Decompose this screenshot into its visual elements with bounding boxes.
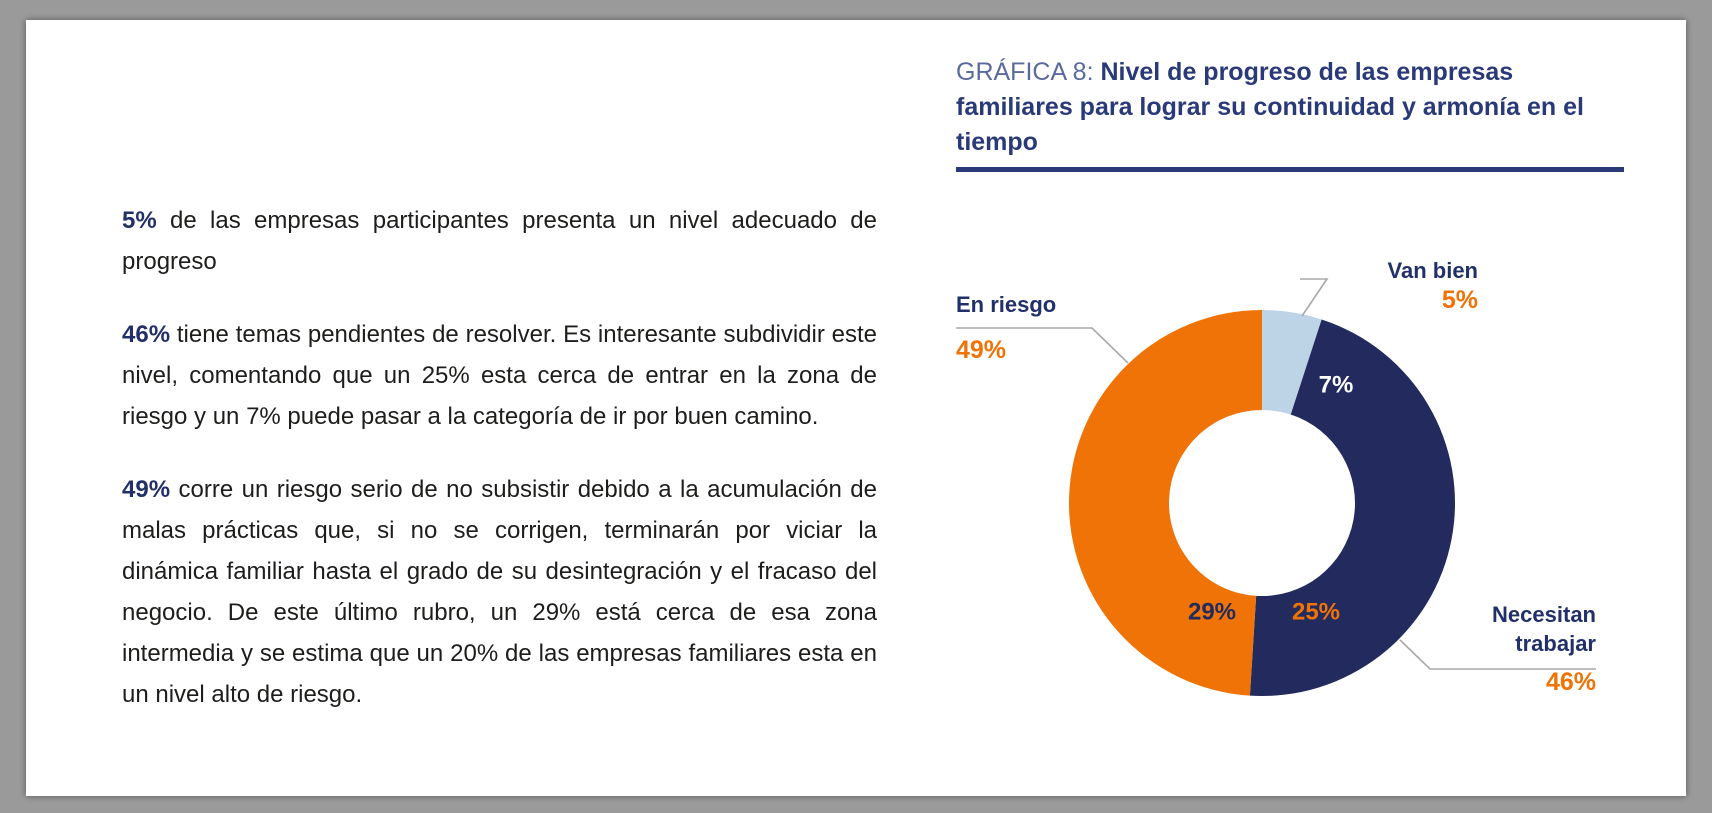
slice-value-0: 5% (1442, 286, 1478, 314)
slice-label-1: trabajar (1515, 631, 1596, 656)
slice-label-0: Van bien (1388, 258, 1478, 283)
paragraph-en-riesgo: 49% corre un riesgo serio de no subsisti… (122, 469, 877, 715)
chart-title-main: Nivel de progreso de las empresas famili… (956, 58, 1584, 156)
inner-label-0: 7% (1319, 371, 1354, 398)
chart-title-prefix: GRÁFICA 8: (956, 58, 1101, 86)
paragraph-text: tiene temas pendientes de resolver. Es i… (122, 321, 877, 430)
donut-slice-2 (1069, 310, 1262, 696)
donut-slice-1 (1249, 319, 1455, 696)
paragraph-text: corre un riesgo serio de no subsistir de… (122, 476, 877, 708)
paragraph-text: de las empresas participantes presenta u… (122, 207, 877, 275)
paragraph-lead: 46% (122, 321, 171, 348)
slice-value-2: 49% (956, 336, 1006, 364)
paragraph-lead: 5% (122, 207, 157, 234)
leader-line-2 (956, 327, 1129, 364)
leader-line-1 (1399, 639, 1596, 670)
chart-title: GRÁFICA 8: Nivel de progreso de las empr… (956, 55, 1626, 160)
donut-slice-0 (1262, 310, 1322, 415)
title-rule (956, 167, 1624, 172)
paragraph-necesitan-trabajar: 46% tiene temas pendientes de resolver. … (122, 314, 877, 437)
inner-label-1: 25% (1292, 598, 1340, 625)
paragraph-van-bien: 5% de las empresas participantes present… (122, 200, 877, 282)
slice-label-1: Necesitan (1492, 602, 1596, 627)
slice-value-1: 46% (1546, 668, 1596, 696)
leader-line-0 (1300, 278, 1329, 317)
body-text: 5% de las empresas participantes present… (122, 200, 877, 747)
slice-label-2: En riesgo (956, 292, 1056, 317)
paragraph-lead: 49% (122, 476, 171, 503)
inner-label-2: 29% (1188, 598, 1236, 625)
